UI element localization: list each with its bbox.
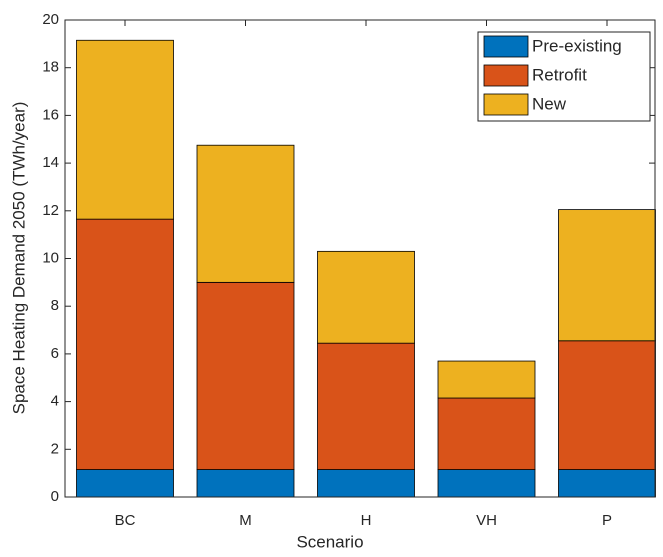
legend-swatch bbox=[483, 93, 529, 116]
y-tick-label: 8 bbox=[51, 297, 59, 314]
y-tick-label: 20 bbox=[42, 11, 59, 28]
legend-label: Retrofit bbox=[532, 65, 587, 84]
bar-segment bbox=[437, 469, 536, 498]
x-tick-label: H bbox=[361, 512, 372, 529]
y-tick-label: 4 bbox=[51, 393, 59, 410]
y-tick-label: 18 bbox=[42, 59, 59, 76]
axes-box bbox=[64, 19, 656, 498]
y-tick-label: 12 bbox=[42, 202, 59, 219]
y-tick-label: 6 bbox=[51, 345, 59, 362]
legend-label: Pre-existing bbox=[532, 36, 622, 55]
y-tick-label: 0 bbox=[51, 488, 59, 505]
bar-segment bbox=[437, 397, 536, 470]
bar-segment bbox=[196, 144, 295, 283]
bar-segment bbox=[196, 281, 295, 470]
bar-segment bbox=[76, 469, 174, 498]
x-tick-label: BC bbox=[115, 512, 136, 529]
bar-segment bbox=[196, 469, 295, 498]
y-tick-label: 16 bbox=[42, 106, 59, 123]
x-tick-label: VH bbox=[476, 512, 497, 529]
bar-segment bbox=[558, 340, 656, 470]
bar-segment bbox=[558, 469, 656, 498]
x-tick-label: P bbox=[602, 512, 612, 529]
bar-segment bbox=[317, 342, 415, 470]
bar-segment bbox=[317, 250, 415, 344]
x-axis-label: Scenario bbox=[296, 532, 363, 551]
bar-segment bbox=[558, 209, 656, 342]
bar-segment bbox=[437, 360, 536, 399]
legend-swatch bbox=[483, 64, 529, 87]
legend-label: New bbox=[532, 94, 567, 113]
legend-swatch bbox=[483, 35, 529, 58]
bar-segment bbox=[76, 39, 174, 220]
y-tick-label: 10 bbox=[42, 249, 59, 266]
bar-segment bbox=[76, 218, 174, 470]
x-tick-label: M bbox=[239, 512, 252, 529]
bar-segment bbox=[317, 469, 415, 498]
y-axis-label: Space Heating Demand 2050 (TWh/year) bbox=[9, 102, 28, 415]
y-tick-label: 2 bbox=[51, 440, 59, 457]
y-tick-label: 14 bbox=[42, 154, 59, 171]
